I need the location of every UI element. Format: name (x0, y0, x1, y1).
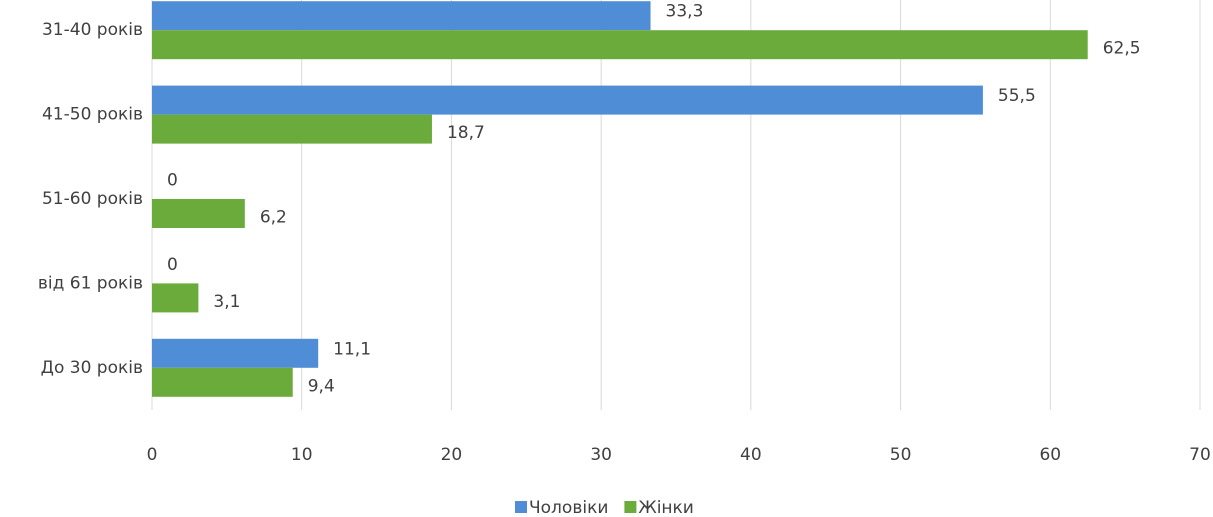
bar (152, 338, 319, 368)
legend-label: Жінки (638, 498, 693, 517)
bar (152, 199, 245, 228)
data-label: 0 (167, 255, 178, 275)
data-label: 62,5 (1103, 39, 1141, 59)
x-tick-label: 60 (1039, 445, 1061, 465)
bar (152, 85, 983, 115)
legend-label: Чоловіки (529, 498, 608, 517)
x-tick-label: 50 (890, 445, 912, 465)
y-tick-label: 51-60 років (42, 189, 143, 209)
data-label: 11,1 (333, 339, 371, 359)
x-tick-label: 40 (740, 445, 762, 465)
data-label: 0 (167, 171, 178, 191)
data-label: 3,1 (213, 292, 240, 312)
data-label: 9,4 (308, 376, 335, 396)
y-tick-label: від 61 років (38, 273, 143, 293)
x-tick-label: 30 (590, 445, 612, 465)
data-label: 18,7 (447, 123, 485, 143)
y-tick-label: 31-40 років (42, 20, 143, 40)
bar (152, 114, 432, 144)
x-tick-label: 70 (1189, 445, 1211, 465)
x-tick-label: 0 (147, 445, 158, 465)
bar (152, 283, 199, 313)
legend-swatch (624, 501, 637, 513)
data-label: 6,2 (260, 208, 287, 228)
y-tick-label: 41-50 років (42, 105, 143, 125)
x-tick-label: 20 (441, 445, 463, 465)
data-label: 55,5 (998, 86, 1036, 106)
bar (152, 367, 293, 397)
data-label: 33,3 (666, 2, 704, 22)
legend-swatch (515, 501, 527, 513)
bar (152, 30, 1088, 60)
y-tick-label: До 30 років (41, 358, 143, 378)
x-tick-label: 10 (291, 445, 313, 465)
bar (152, 1, 651, 31)
